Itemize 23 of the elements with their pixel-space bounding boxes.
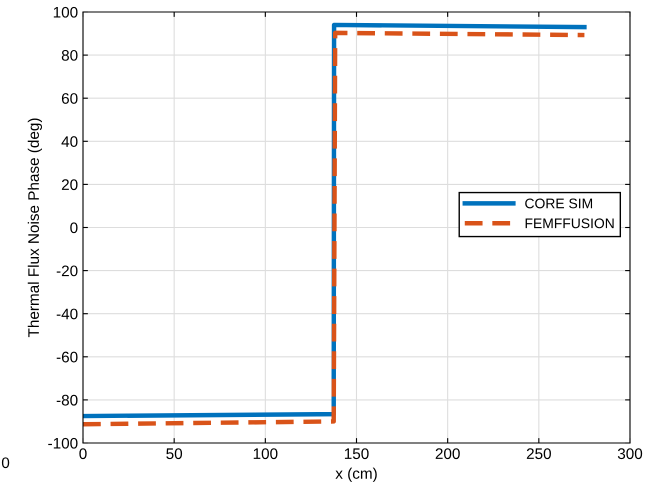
y-tick-label: 0 (70, 222, 78, 234)
y-tick-label: 40 (62, 136, 78, 147)
y-tick-label: -80 (56, 394, 78, 406)
y-tick-label: 60 (62, 93, 78, 104)
x-tick-label: 0 (79, 448, 87, 460)
y-tick-label: 20 (62, 179, 78, 190)
y-tick-label: -20 (56, 265, 78, 276)
x-tick-label: 100 (254, 448, 278, 460)
y-tick-label: -40 (56, 308, 78, 320)
legend-label: CORE SIM (525, 198, 592, 208)
y-tick-label: 100 (54, 6, 78, 18)
x-tick-label: 300 (618, 448, 642, 460)
x-tick-label: 50 (166, 448, 182, 460)
y-tick-label: -60 (56, 352, 78, 362)
legend-label: FEMFFUSION (526, 218, 614, 228)
text: 0 (2, 457, 10, 468)
x-tick-label: 150 (344, 448, 369, 460)
y-tick-label: 80 (62, 50, 78, 61)
x-tick-label: 250 (526, 448, 551, 460)
x-tick-label: 200 (436, 448, 460, 460)
y-tick-label: -100 (48, 438, 78, 449)
y-axis-title: Thermal Flux Noise Phase (deg) (28, 118, 42, 338)
x-axis-title: x (cm) (335, 468, 377, 482)
